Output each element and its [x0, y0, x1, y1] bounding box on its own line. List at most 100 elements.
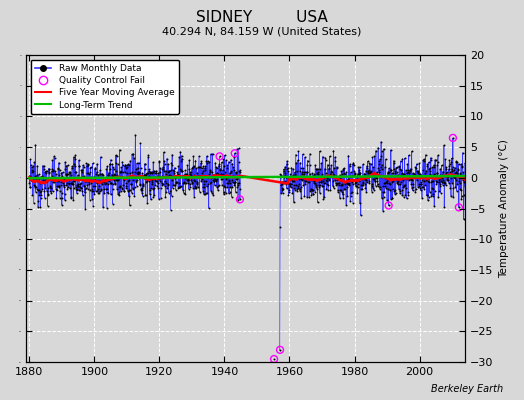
- Point: [118, 186, 126, 192]
- Point: [322, 177, 330, 183]
- Point: [42, 170, 51, 176]
- Point: [125, 177, 134, 183]
- Point: [173, 169, 181, 176]
- Point: [298, 151, 307, 158]
- Point: [148, 179, 157, 185]
- Point: [325, 164, 333, 171]
- Point: [451, 184, 460, 191]
- Point: [121, 161, 129, 168]
- Point: [348, 199, 357, 206]
- Point: [321, 154, 330, 161]
- Point: [44, 191, 52, 197]
- Point: [30, 182, 39, 189]
- Point: [307, 186, 315, 192]
- Point: [27, 177, 35, 183]
- Point: [182, 176, 191, 183]
- Point: [155, 196, 163, 202]
- Point: [184, 177, 192, 184]
- Point: [446, 169, 455, 175]
- Point: [176, 148, 184, 155]
- Point: [181, 170, 189, 177]
- Point: [73, 187, 81, 193]
- Point: [301, 181, 309, 187]
- Point: [178, 168, 186, 174]
- Point: [149, 185, 158, 191]
- Point: [404, 169, 412, 175]
- Point: [348, 178, 356, 184]
- Point: [358, 175, 366, 181]
- Point: [454, 161, 463, 167]
- Point: [399, 184, 407, 190]
- Point: [451, 169, 459, 176]
- Point: [395, 180, 403, 187]
- Point: [339, 165, 347, 172]
- Point: [285, 180, 293, 187]
- Point: [73, 186, 82, 192]
- Point: [402, 167, 410, 174]
- Point: [454, 166, 463, 173]
- Point: [223, 184, 232, 191]
- Point: [34, 198, 42, 204]
- Point: [206, 169, 214, 175]
- Point: [413, 174, 421, 180]
- Point: [204, 158, 212, 164]
- Point: [218, 176, 226, 182]
- Point: [339, 195, 347, 201]
- Point: [279, 186, 287, 192]
- Point: [398, 192, 407, 198]
- Point: [113, 177, 121, 184]
- Point: [377, 139, 385, 145]
- Point: [270, 356, 278, 362]
- Point: [336, 195, 344, 202]
- Point: [101, 177, 110, 184]
- Point: [86, 164, 95, 170]
- Point: [329, 148, 337, 154]
- Point: [425, 189, 434, 195]
- Point: [339, 167, 347, 174]
- Point: [224, 174, 232, 180]
- Point: [331, 154, 339, 160]
- Point: [106, 180, 114, 186]
- Point: [219, 174, 227, 180]
- Point: [132, 179, 140, 186]
- Point: [414, 181, 423, 187]
- Point: [456, 170, 464, 176]
- Point: [191, 178, 200, 184]
- Point: [195, 153, 203, 159]
- Point: [42, 177, 50, 183]
- Point: [389, 186, 397, 192]
- Point: [352, 176, 360, 183]
- Point: [174, 163, 182, 169]
- Point: [92, 171, 100, 178]
- Point: [362, 176, 370, 183]
- Point: [225, 158, 233, 165]
- Point: [401, 175, 410, 182]
- Point: [160, 168, 168, 174]
- Point: [342, 179, 350, 186]
- Point: [31, 189, 40, 195]
- Point: [146, 170, 155, 177]
- Point: [431, 188, 439, 194]
- Point: [302, 174, 311, 180]
- Point: [458, 162, 466, 169]
- Point: [107, 191, 115, 198]
- Point: [379, 146, 388, 152]
- Point: [379, 193, 388, 200]
- Point: [341, 178, 350, 185]
- Point: [150, 176, 159, 183]
- Point: [396, 158, 405, 164]
- Point: [318, 171, 326, 178]
- Point: [87, 180, 95, 186]
- Point: [99, 172, 107, 178]
- Point: [410, 173, 418, 180]
- Point: [448, 166, 456, 172]
- Point: [439, 168, 447, 175]
- Point: [314, 182, 323, 189]
- Point: [382, 179, 390, 186]
- Point: [395, 186, 403, 192]
- Point: [305, 179, 313, 185]
- Point: [129, 186, 137, 192]
- Point: [233, 146, 242, 152]
- Point: [330, 184, 338, 191]
- Point: [442, 182, 450, 188]
